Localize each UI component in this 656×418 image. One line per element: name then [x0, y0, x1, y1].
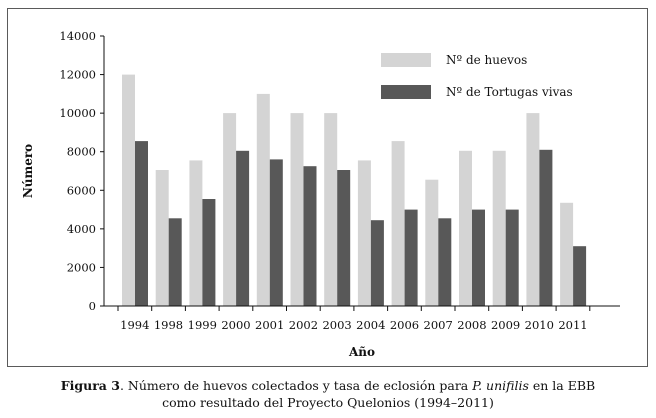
- bar-tortugas-2002: [303, 166, 317, 306]
- x-tick-label-1999: 1999: [188, 318, 217, 332]
- bar-huevos-2007: [425, 179, 439, 306]
- bar-tortugas-1994: [135, 141, 148, 306]
- bar-huevos-2002: [290, 113, 304, 306]
- bar-tortugas-1998: [168, 218, 182, 307]
- bar-tortugas-2007: [438, 218, 452, 307]
- x-tick-label-2010: 2010: [525, 318, 554, 332]
- x-tick-label-2002: 2002: [289, 318, 318, 332]
- bar-huevos-2010: [526, 113, 540, 306]
- x-tick-label-2009: 2009: [491, 318, 520, 332]
- caption-label: Figura 3: [60, 378, 120, 393]
- x-tick-label-2008: 2008: [457, 318, 486, 332]
- caption-line-1: Figura 3. Número de huevos colectados y …: [0, 377, 656, 394]
- x-tick-label-2006: 2006: [390, 318, 419, 332]
- caption-text-after: en la EBB: [528, 378, 596, 393]
- bar-tortugas-2003: [337, 170, 351, 306]
- legend-swatch-0: [381, 53, 431, 67]
- bars: [122, 74, 587, 307]
- bar-huevos-2000: [223, 113, 237, 306]
- x-tick-label-2003: 2003: [322, 318, 351, 332]
- x-tick-label-1998: 1998: [154, 318, 183, 332]
- x-tick-label-2011: 2011: [558, 318, 587, 332]
- bar-tortugas-2004: [370, 220, 384, 306]
- x-tick-label-2000: 2000: [221, 318, 250, 332]
- legend: Nº de huevos Nº de Tortugas vivas: [381, 53, 573, 99]
- figure-frame: [7, 8, 648, 367]
- bar-tortugas-2010: [539, 149, 553, 306]
- x-axis-title: Año: [348, 345, 375, 359]
- bar-huevos-2001: [256, 93, 270, 307]
- bar-huevos-1999: [189, 160, 203, 306]
- x-tick-label-2007: 2007: [424, 318, 453, 332]
- y-tick-label-0: 0: [89, 299, 96, 313]
- y-tick-label-2000: 2000: [67, 260, 96, 274]
- caption-text-before: . Número de huevos colectados y tasa de …: [119, 378, 473, 393]
- bar-tortugas-1999: [202, 199, 216, 306]
- bar-huevos-1994: [122, 74, 135, 306]
- x-tick-label-2004: 2004: [356, 318, 385, 332]
- bar-tortugas-2008: [472, 209, 485, 306]
- bar-tortugas-2009: [505, 209, 519, 306]
- bar-huevos-1998: [155, 170, 169, 306]
- bar-tortugas-2001: [269, 159, 283, 306]
- legend-label-0: Nº de huevos: [446, 53, 527, 67]
- legend-swatch-1: [381, 85, 431, 99]
- bar-huevos-2006: [391, 141, 405, 306]
- y-tick-label-12000: 12000: [59, 68, 96, 82]
- bar-huevos-2004: [357, 160, 371, 306]
- y-tick-label-6000: 6000: [67, 183, 96, 197]
- bar-huevos-2011: [560, 202, 574, 306]
- bar-huevos-2008: [459, 150, 472, 307]
- x-axis-ticks: 1994 1998 1999 2000 2001 2002 2003 2004 2006 2007…: [117, 306, 591, 332]
- y-axis-title: Número: [21, 144, 35, 198]
- figure-caption: Figura 3. Número de huevos colectados y …: [0, 377, 656, 411]
- caption-line-2: como resultado del Proyecto Quelonios (1…: [162, 395, 494, 410]
- bar-huevos-2009: [492, 150, 506, 307]
- y-tick-label-14000: 14000: [59, 29, 96, 43]
- bar-tortugas-2006: [404, 209, 418, 306]
- y-tick-label-8000: 8000: [67, 145, 96, 159]
- x-tick-label-2001: 2001: [255, 318, 284, 332]
- bar-tortugas-2000: [236, 150, 250, 307]
- legend-label-1: Nº de Tortugas vivas: [446, 85, 573, 99]
- y-tick-label-10000: 10000: [59, 106, 96, 120]
- x-tick-label-1994: 1994: [120, 318, 149, 332]
- bar-tortugas-2011: [573, 246, 587, 306]
- y-axis-ticks: 0 2000 4000 6000 8000 10000 12000 14000: [59, 29, 104, 313]
- bar-huevos-2003: [324, 113, 338, 306]
- caption-species: P. unifilis: [472, 378, 529, 393]
- y-tick-label-4000: 4000: [67, 222, 96, 236]
